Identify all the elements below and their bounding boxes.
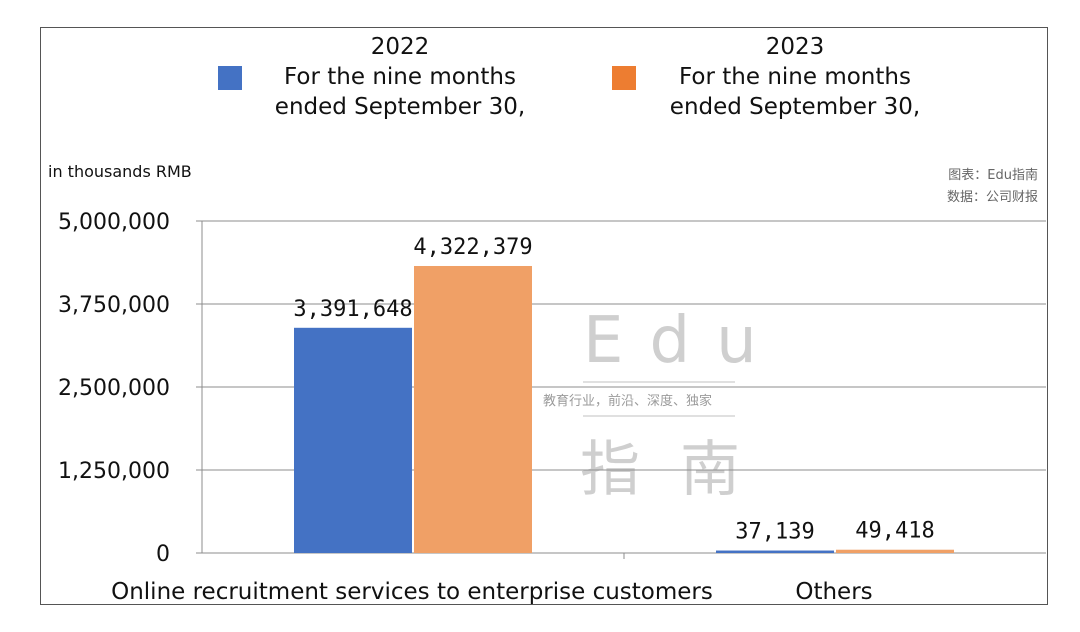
legend-line2-2022: ended September 30,	[274, 94, 526, 120]
watermark-brand: Edu	[583, 304, 783, 378]
legend-swatch-2022	[218, 66, 242, 90]
bar	[414, 265, 532, 553]
bars	[294, 265, 954, 553]
y-tick-label: 5,000,000	[58, 210, 170, 235]
data-source-credit: 数据：公司财报	[946, 190, 1038, 205]
data-label: 49,418	[855, 519, 934, 544]
data-label: 3,391,648	[293, 297, 412, 322]
bar	[836, 549, 954, 553]
bar	[716, 550, 834, 553]
legend-line2-2023: ended September 30,	[669, 94, 921, 120]
bar	[294, 327, 412, 553]
labels: 0 1,250,000 2,500,000 3,750,000 5,000,000 3,3…	[58, 210, 935, 605]
x-category-label: Others	[795, 579, 872, 605]
legend-line1-2022: For the nine months	[284, 64, 516, 90]
chart-frame	[40, 27, 1048, 605]
legend-swatch-2023	[612, 66, 636, 90]
watermark: Edu 教育行业，前沿、深度、独家 指南	[543, 304, 783, 505]
legend-item-2023: 2023 For the nine months ended September…	[645, 32, 945, 122]
data-label: 4,322,379	[413, 235, 532, 260]
y-tick-label: 3,750,000	[58, 293, 170, 318]
y-tick-label: 2,500,000	[58, 376, 170, 401]
legend-line1-2023: For the nine months	[679, 64, 911, 90]
legend-year-2022: 2022	[370, 34, 430, 60]
y-tick-label: 1,250,000	[58, 459, 170, 484]
watermark-tagline: 教育行业，前沿、深度、独家	[543, 393, 712, 409]
legend-item-2022: 2022 For the nine months ended September…	[250, 32, 550, 122]
data-label: 37,139	[735, 520, 814, 545]
unit-label: in thousands RMB	[48, 162, 192, 181]
y-tick-label: 0	[156, 542, 170, 567]
chart-credit: 图表：Edu指南	[948, 168, 1038, 183]
legend-year-2023: 2023	[765, 34, 825, 60]
x-category-label: Online recruitment services to enterpris…	[111, 579, 713, 605]
